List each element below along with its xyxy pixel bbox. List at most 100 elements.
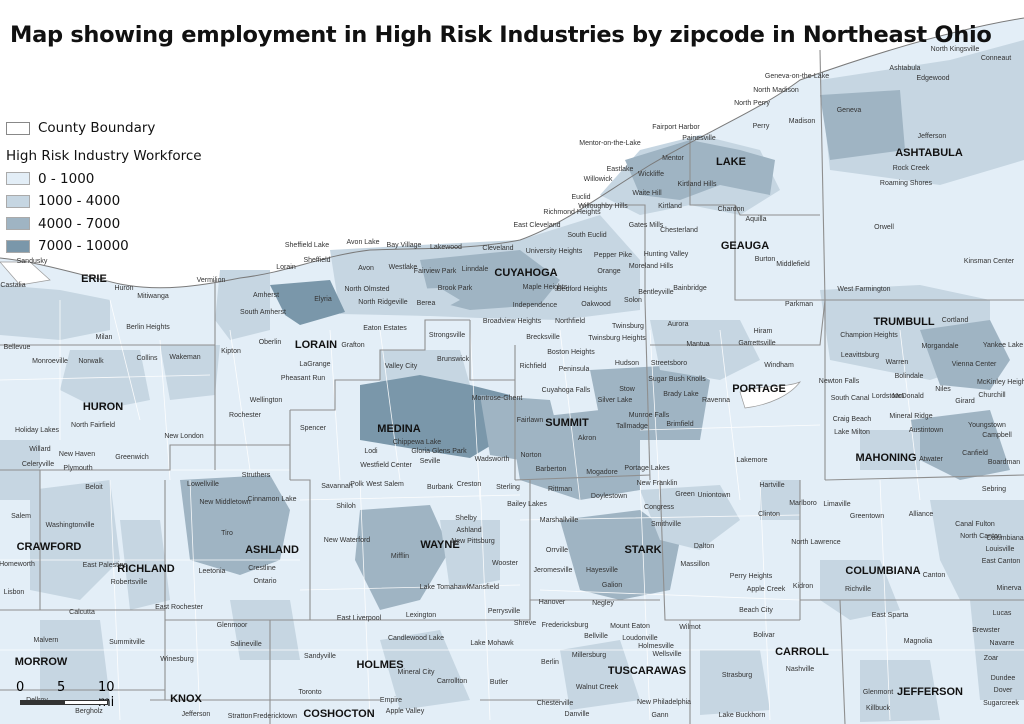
place-label: Louisville <box>986 546 1015 553</box>
place-label: Orange <box>597 268 620 275</box>
place-label: Wellington <box>250 397 283 404</box>
place-label: Malvern <box>34 637 59 644</box>
legend-class-2: 4000 - 7000 <box>6 213 202 236</box>
county-boundaries <box>0 49 1024 724</box>
place-label: Greentown <box>850 513 884 520</box>
place-label: Aquilla <box>745 216 766 223</box>
place-label: Brecksville <box>526 334 560 341</box>
place-label: Kirtland <box>658 203 682 210</box>
place-label: Jefferson <box>182 711 211 718</box>
place-label: Austintown <box>909 427 943 434</box>
county-label: PORTAGE <box>732 383 786 395</box>
place-label: Burton <box>755 256 776 263</box>
place-label: Tiro <box>221 530 233 537</box>
place-label: Bedford Heights <box>557 286 608 293</box>
place-label: Carrollton <box>437 678 467 685</box>
county-label: CUYAHOGA <box>494 267 557 279</box>
place-label: Clinton <box>758 511 780 518</box>
place-label: Lucas <box>993 610 1012 617</box>
place-label: Fredericktown <box>253 713 297 720</box>
place-label: North Madison <box>753 87 799 94</box>
place-label: Westlake <box>389 264 418 271</box>
place-label: Vienna Center <box>952 361 997 368</box>
place-label: Apple Creek <box>747 586 786 593</box>
county-label: RICHLAND <box>117 563 174 575</box>
place-label: Sugar Bush Knolls <box>648 376 706 383</box>
place-label: Cleveland <box>482 245 513 252</box>
place-label: Hiram <box>754 328 773 335</box>
place-label: Aurora <box>667 321 688 328</box>
place-label: East Cleveland <box>513 222 560 229</box>
place-label: Chippewa Lake <box>393 439 441 446</box>
place-label: Shelby <box>455 515 477 522</box>
place-label: Perrysville <box>488 608 520 615</box>
place-label: Girard <box>955 398 975 405</box>
county-label: KNOX <box>170 693 202 705</box>
county-label: HURON <box>83 401 123 413</box>
place-label: Gann <box>651 712 668 719</box>
county-label: ASHTABULA <box>895 147 963 159</box>
place-label: Wilmot <box>679 624 700 631</box>
place-label: Beach City <box>739 607 773 614</box>
place-label: Sheffield <box>303 257 330 264</box>
place-label: Salineville <box>230 641 262 648</box>
place-label: Holmesville <box>638 643 674 650</box>
place-label: Cinnamon Lake <box>247 496 296 503</box>
place-label: Bay Village <box>387 242 422 249</box>
place-label: Milan <box>96 334 113 341</box>
place-label: Bellville <box>584 633 608 640</box>
place-label: Maple Heights <box>523 284 568 291</box>
place-label: Celeryville <box>22 461 54 468</box>
legend-class-label-2: 4000 - 7000 <box>38 215 121 232</box>
place-label: Akron <box>578 435 596 442</box>
place-label: Peninsula <box>559 366 590 373</box>
place-label: North Kingsville <box>931 46 980 53</box>
place-label: Shreve <box>514 620 536 627</box>
place-label: Bergholz <box>75 708 103 715</box>
place-label: Mitiwanga <box>137 293 169 300</box>
place-label: Roaming Shores <box>880 180 933 187</box>
place-label: Sheffield Lake <box>285 242 329 249</box>
place-label: Solon <box>624 297 642 304</box>
place-label: Hartville <box>759 482 784 489</box>
place-label: Mogadore <box>586 469 618 476</box>
place-label: Lowellville <box>187 481 219 488</box>
place-label: Perry <box>753 123 770 130</box>
place-label: Lakewood <box>430 244 462 251</box>
place-label: Mifflin <box>391 553 409 560</box>
place-label: Summitville <box>109 639 145 646</box>
place-label: Craig Beach <box>833 416 872 423</box>
place-label: University Heights <box>526 248 583 255</box>
place-label: Massillon <box>680 561 709 568</box>
place-label: East Liverpool <box>337 615 382 622</box>
place-label: Willowick <box>584 176 613 183</box>
place-label: Berlin Heights <box>126 324 170 331</box>
place-label: Glenmoor <box>217 622 248 629</box>
place-label: Ashland <box>456 527 481 534</box>
place-label: Middlefield <box>776 261 810 268</box>
scale-label-5: 5 <box>57 680 66 695</box>
place-label: Richmond Heights <box>543 209 601 216</box>
place-label: Polk <box>350 481 364 488</box>
place-label: Silver Lake <box>598 397 633 404</box>
place-label: Kidron <box>793 583 813 590</box>
place-label: Limaville <box>823 501 850 508</box>
place-label: Loudonville <box>622 635 658 642</box>
place-label: Valley City <box>385 363 418 370</box>
county-label: MEDINA <box>377 423 420 435</box>
place-label: Salem <box>11 513 31 520</box>
place-label: Brook Park <box>438 285 473 292</box>
legend-boundary-label: County Boundary <box>38 120 156 137</box>
place-label: Montrose-Ghent <box>472 395 523 402</box>
place-label: Twinsburg <box>612 323 644 330</box>
place-label: Richville <box>845 586 871 593</box>
place-label: Candlewood Lake <box>388 635 444 642</box>
place-label: Smithville <box>651 521 681 528</box>
place-label: LaGrange <box>299 361 330 368</box>
place-label: Brimfield <box>666 421 693 428</box>
legend-class-label-1: 1000 - 4000 <box>38 193 121 210</box>
place-label: Chesterland <box>660 227 698 234</box>
place-label: Marlboro <box>789 500 817 507</box>
place-label: Brady Lake <box>663 391 699 398</box>
